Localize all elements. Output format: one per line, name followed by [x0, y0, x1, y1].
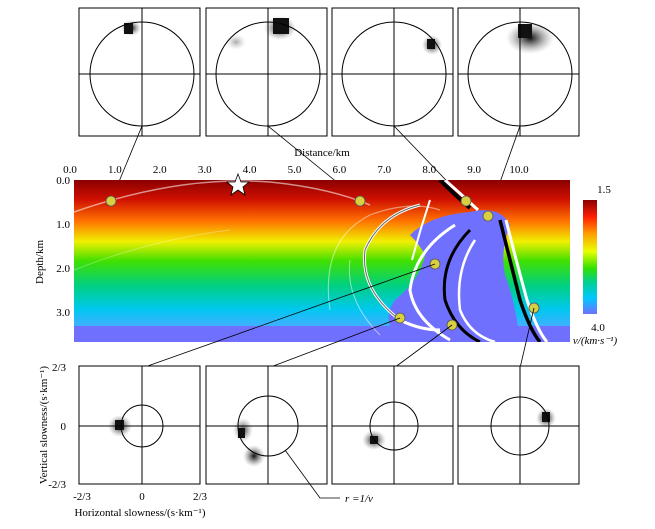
slowness-x-tick: 2/3 [193, 491, 208, 503]
left-axis-tick-label: 3.0 [56, 307, 70, 319]
top-axis: Distance/km 0.0 1.0 2.0 3.0 4.0 5.0 6.0 7.0 8.0 9… [63, 147, 529, 176]
bottom-connectors [141, 263, 535, 369]
bottom-panel-3 [331, 365, 454, 485]
probe-point [460, 195, 472, 207]
top-axis-tick-label: 7.0 [377, 164, 391, 176]
bottom-panel-1 [78, 365, 201, 485]
left-axis: Depth/km 0.0 1.0 2.0 3.0 [34, 175, 71, 319]
top-axis-tick-label: 9.0 [467, 164, 481, 176]
circle-annotation-text: r =1/v [345, 493, 373, 505]
top-panels [78, 7, 580, 137]
top-axis-tick-label: 8.0 [422, 164, 436, 176]
colorbar-min-label: 4.0 [591, 322, 605, 334]
top-axis-tick-label: 10.0 [509, 164, 529, 176]
probe-point [354, 195, 366, 207]
top-axis-tick-label: 4.0 [243, 164, 257, 176]
colorbar: 1.5 4.0 v/(km·s⁻¹) [573, 184, 618, 347]
slowness-x-tick: -2/3 [73, 491, 91, 503]
slowness-x-label: Horizontal slowness/(s·km⁻¹) [74, 507, 205, 519]
left-axis-tick-label: 0.0 [56, 175, 70, 187]
left-axis-tick-label: 1.0 [56, 219, 70, 231]
top-axis-tick-label: 5.0 [288, 164, 302, 176]
top-axis-label: Distance/km [294, 147, 350, 159]
top-panel-1 [78, 7, 201, 137]
top-panel-2 [205, 7, 328, 137]
probe-point [482, 210, 494, 222]
slowness-y-tick: 0 [61, 421, 67, 433]
salt-body [388, 210, 520, 342]
slowness-y-tick: -2/3 [48, 479, 66, 491]
slowness-y-tick: 2/3 [52, 362, 67, 374]
slowness-x-tick: 0 [139, 491, 145, 503]
top-panel-4 [457, 7, 580, 137]
velocity-map [74, 172, 570, 342]
left-axis-tick-label: 2.0 [56, 263, 70, 275]
slowness-axes: 2/3 0 -2/3 -2/3 0 2/3 Vertical slowness/… [38, 362, 208, 519]
probe-point [105, 195, 117, 207]
colorbar-max-label: 1.5 [597, 184, 611, 196]
circle-annotation: r =1/v [284, 449, 373, 505]
top-axis-tick-label: 2.0 [153, 164, 167, 176]
top-panel-3 [331, 7, 454, 137]
bottom-panel-4 [457, 365, 580, 485]
left-axis-label: Depth/km [34, 240, 46, 284]
bottom-panels [78, 365, 580, 485]
top-axis-tick-label: 6.0 [333, 164, 347, 176]
slowness-y-label: Vertical slowness/(s·km⁻¹) [38, 366, 50, 485]
bottom-panel-2 [205, 365, 328, 485]
top-axis-tick-label: 0.0 [63, 164, 77, 176]
top-axis-tick-label: 1.0 [108, 164, 122, 176]
colorbar-unit-label: v/(km·s⁻¹) [573, 335, 618, 347]
source-star [225, 172, 251, 196]
top-axis-tick-label: 3.0 [198, 164, 212, 176]
